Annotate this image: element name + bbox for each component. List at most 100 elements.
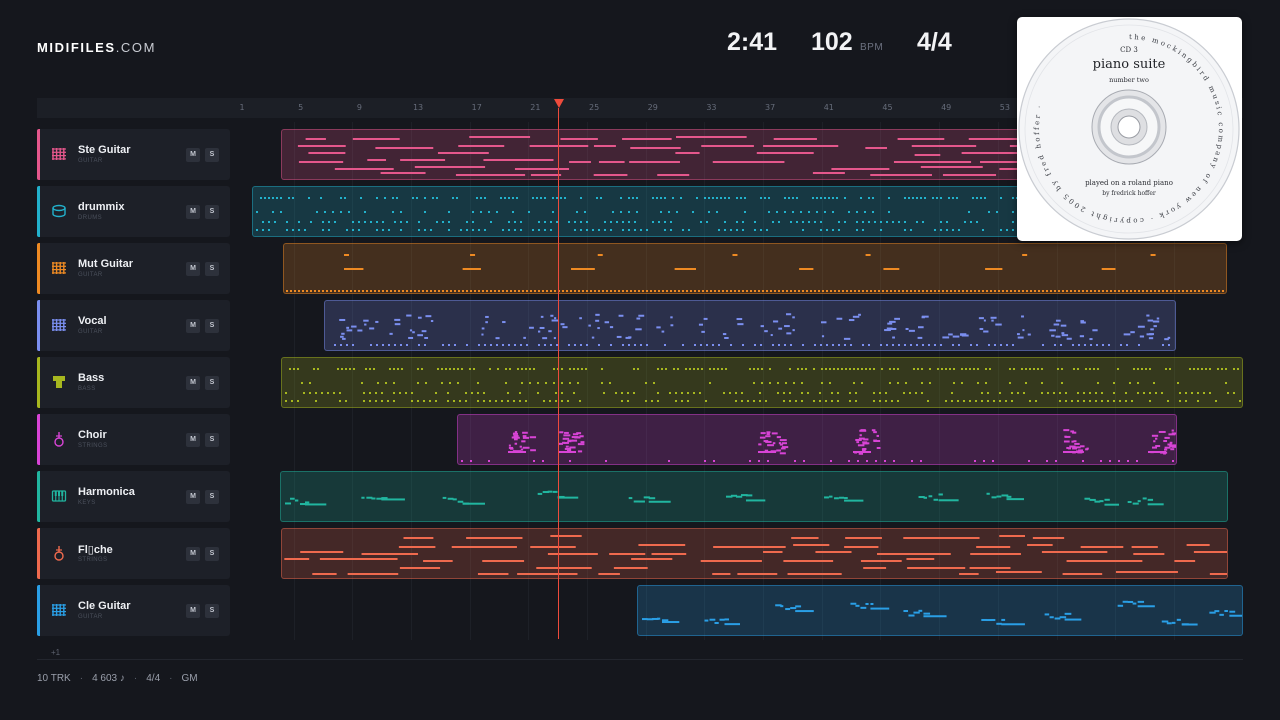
grid-line: [763, 122, 765, 640]
solo-button[interactable]: S: [205, 490, 219, 504]
grid-line: [411, 122, 413, 640]
clip-notes: [286, 254, 1224, 292]
track-header[interactable]: drummix DRUMS M S: [37, 186, 230, 237]
ruler-tick: 45: [882, 103, 893, 112]
ruler-tick: 41: [823, 103, 834, 112]
track-category: STRINGS: [78, 557, 108, 563]
clip-notes: [285, 368, 1241, 402]
track-header[interactable]: Harmonica KEYS M S: [37, 471, 230, 522]
track-header[interactable]: Fl▯che STRINGS M S: [37, 528, 230, 579]
clip-notes: [284, 535, 1227, 575]
midi-clip[interactable]: [283, 243, 1227, 294]
track-color-bar: [37, 471, 40, 522]
ruler-tick: 25: [588, 103, 600, 112]
solo-button[interactable]: S: [205, 547, 219, 561]
grid-line: [821, 122, 823, 640]
ruler-tick: 49: [941, 103, 952, 112]
track-category: GUITAR: [78, 272, 103, 278]
album-artist: by fredrick hoffer: [1102, 190, 1156, 197]
tempo-value: 102: [811, 28, 853, 56]
solo-button[interactable]: S: [205, 604, 219, 618]
track-name: Choir: [78, 429, 107, 441]
drum-icon: [51, 203, 67, 219]
track-name: Mut Guitar: [78, 258, 133, 270]
clip-notes: [642, 600, 1242, 626]
mute-button[interactable]: M: [186, 205, 200, 219]
track-color-bar: [37, 528, 40, 579]
status-bar: 10 TRK · 4 603 ♪ · 4/4 · GM: [37, 673, 198, 684]
guitar-grid-icon: [51, 317, 67, 333]
album-cd-number: CD 3: [1120, 46, 1138, 54]
midi-clip[interactable]: [280, 471, 1228, 522]
track-header[interactable]: Choir STRINGS M S: [37, 414, 230, 465]
more-tracks-indicator[interactable]: +1: [51, 648, 61, 657]
mute-button[interactable]: M: [186, 604, 200, 618]
mute-button[interactable]: M: [186, 262, 200, 276]
cd-disc: the mockingbird music company of new yor…: [1018, 18, 1240, 240]
playhead-handle[interactable]: [554, 99, 564, 108]
midi-clip[interactable]: [324, 300, 1176, 351]
track-category: DRUMS: [78, 215, 102, 221]
grid-line: [939, 122, 941, 640]
keys-icon: [51, 488, 67, 504]
track-header[interactable]: Mut Guitar GUITAR M S: [37, 243, 230, 294]
solo-button[interactable]: S: [205, 319, 219, 333]
elapsed-time: 2:41: [727, 28, 778, 56]
track-category: STRINGS: [78, 443, 108, 449]
mute-button[interactable]: M: [186, 319, 200, 333]
track-name: Fl▯che: [78, 544, 113, 556]
clip-notes: [461, 429, 1176, 462]
footer-divider: [37, 659, 1243, 660]
midi-clip[interactable]: [281, 528, 1228, 579]
guitar-grid-icon: [51, 260, 67, 276]
grid-line: [469, 122, 471, 640]
logo-name: MIDIFILES: [37, 40, 116, 55]
grid-line: [587, 122, 589, 640]
midi-clip[interactable]: [281, 357, 1243, 408]
site-logo[interactable]: MIDIFILES.COM: [37, 40, 156, 55]
track-header[interactable]: Vocal GUITAR M S: [37, 300, 230, 351]
ruler-tick: 9: [356, 103, 362, 112]
track-color-bar: [37, 186, 40, 237]
track-header[interactable]: Ste Guitar GUITAR M S: [37, 129, 230, 180]
track-header[interactable]: Cle Guitar GUITAR M S: [37, 585, 230, 636]
status-notes: 4 603 ♪: [92, 673, 125, 684]
solo-button[interactable]: S: [205, 433, 219, 447]
status-signature: 4/4: [146, 673, 161, 684]
midi-clip[interactable]: [457, 414, 1177, 465]
track-color-bar: [37, 585, 40, 636]
playhead[interactable]: [558, 108, 559, 639]
midi-clip[interactable]: [281, 129, 1071, 180]
mute-button[interactable]: M: [186, 547, 200, 561]
ruler-tick: 29: [647, 103, 658, 112]
solo-button[interactable]: S: [205, 376, 219, 390]
midi-clip[interactable]: [252, 186, 1062, 237]
violin-icon: [51, 545, 67, 561]
mute-button[interactable]: M: [186, 433, 200, 447]
midi-clip[interactable]: [637, 585, 1243, 636]
violin-icon: [51, 431, 67, 447]
mute-button[interactable]: M: [186, 490, 200, 504]
status-standard: GM: [181, 673, 198, 684]
ruler-tick: 5: [298, 103, 304, 112]
grid-line: [293, 122, 295, 640]
track-name: Cle Guitar: [78, 600, 131, 612]
clip-notes: [285, 490, 1164, 506]
track-header[interactable]: Bass BASS M S: [37, 357, 230, 408]
track-color-bar: [37, 129, 40, 180]
grid-line: [880, 122, 882, 640]
solo-button[interactable]: S: [205, 148, 219, 162]
track-category: KEYS: [78, 500, 96, 506]
mute-button[interactable]: M: [186, 376, 200, 390]
solo-button[interactable]: S: [205, 262, 219, 276]
track-name: Ste Guitar: [78, 144, 131, 156]
album-title: piano suite: [1093, 57, 1166, 72]
timeline-ruler[interactable]: 159131721252933374145495357: [37, 98, 1243, 118]
solo-button[interactable]: S: [205, 205, 219, 219]
track-name: Bass: [78, 372, 105, 384]
guitar-grid-icon: [51, 602, 67, 618]
grid-line: [997, 122, 999, 640]
track-category: GUITAR: [78, 158, 103, 164]
mute-button[interactable]: M: [186, 148, 200, 162]
ruler-tick: 37: [765, 103, 776, 112]
